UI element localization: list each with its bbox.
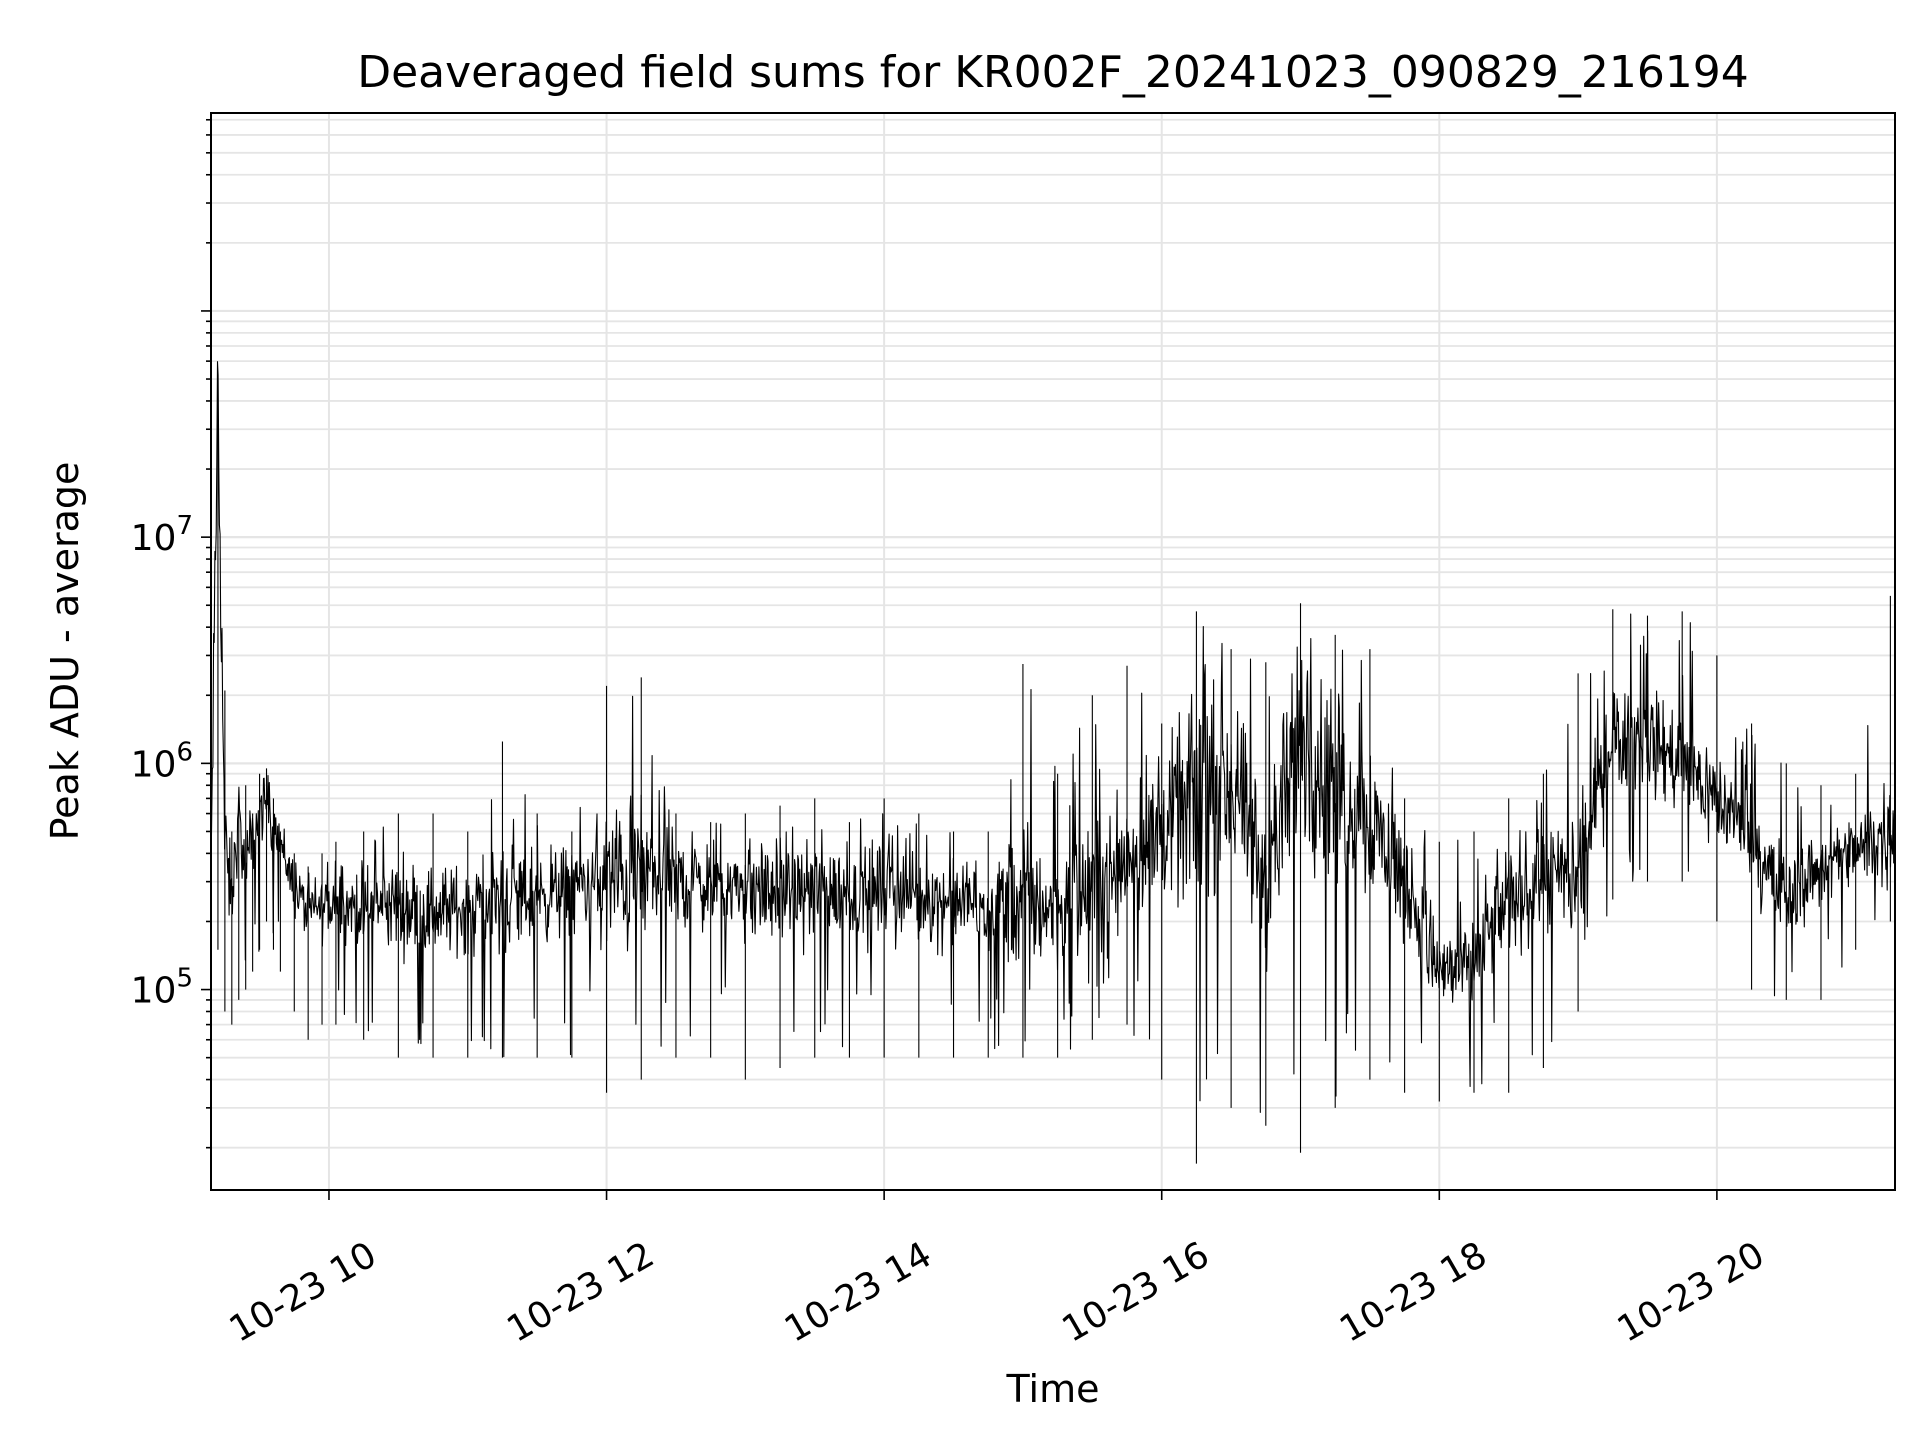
chart-title: Deaveraged field sums for KR002F_2024102…: [357, 47, 1749, 98]
y-axis: 105 106 107: [131, 118, 211, 1149]
series-line: [210, 361, 1896, 1113]
y-tick-label: 106: [131, 737, 193, 785]
plot-frame: [210, 112, 1896, 1191]
series-layer: [210, 361, 1896, 1164]
y-axis-label: Peak ADU - average: [43, 462, 87, 841]
y-tick-label: 105: [131, 964, 193, 1012]
x-axis-label: Time: [1006, 1367, 1100, 1411]
y-tick-label: 107: [131, 511, 193, 559]
